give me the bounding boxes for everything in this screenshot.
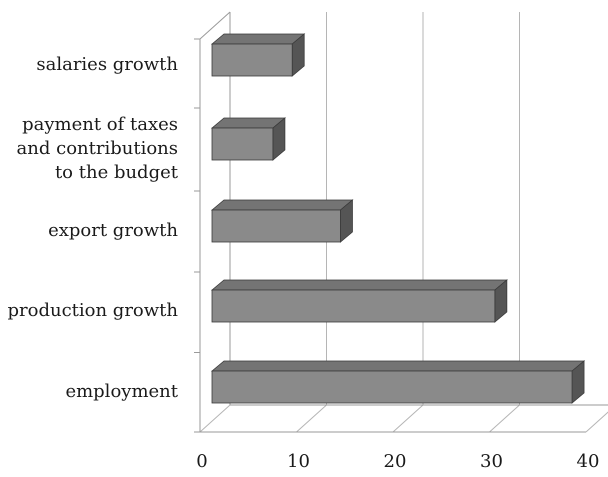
floor-depth-line <box>392 404 424 433</box>
bar-top <box>210 33 306 45</box>
category-label: payment of taxes and contributions to the … <box>17 114 179 183</box>
bar-top <box>210 199 354 211</box>
x-tick-label: 10 <box>287 451 310 472</box>
bar-top <box>210 117 287 129</box>
floor-depth-line <box>489 404 520 433</box>
bar <box>211 370 573 404</box>
bar-top <box>210 360 586 372</box>
grid-layer <box>194 11 608 433</box>
category-label-line: employment <box>65 381 178 402</box>
floor-depth-line <box>199 404 231 433</box>
category-label: employment <box>65 381 178 402</box>
bar <box>211 43 293 77</box>
bar-top <box>210 279 508 291</box>
x-tick-label: 40 <box>577 451 600 472</box>
category-label-line: export growth <box>48 220 178 241</box>
bar-layer <box>210 33 586 404</box>
category-label: salaries growth <box>36 54 178 75</box>
category-label-line: production growth <box>8 300 179 321</box>
category-label-line: salaries growth <box>36 54 178 75</box>
bar <box>211 209 341 243</box>
category-label: production growth <box>8 300 179 321</box>
x-tick-label: 30 <box>480 451 503 472</box>
category-label: export growth <box>48 220 178 241</box>
bar <box>211 289 496 323</box>
category-label-line: and contributions <box>17 138 178 159</box>
category-label-line: to the budget <box>55 162 179 183</box>
x-tick-label: 0 <box>196 451 207 472</box>
floor-depth-line <box>585 411 608 433</box>
left-wall-top-edge <box>199 11 231 40</box>
floor-depth-line <box>296 404 327 433</box>
category-label-line: payment of taxes <box>22 114 178 135</box>
label-layer: 0 10 20 30 40 salaries growth payment of taxes… <box>8 54 600 472</box>
x-tick-label: 20 <box>384 451 407 472</box>
bar <box>211 127 274 161</box>
